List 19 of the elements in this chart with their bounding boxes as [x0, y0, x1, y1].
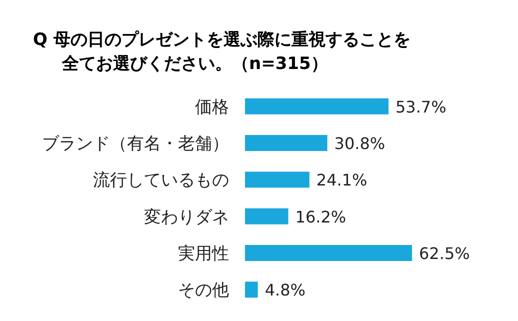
bar [245, 98, 388, 114]
data-label: 4.8% [264, 280, 306, 300]
data-label: 16.2% [295, 207, 346, 226]
data-label: 53.7% [395, 97, 446, 116]
bar [245, 208, 288, 224]
y-tick-label: 価格 [195, 97, 229, 118]
y-tick-label: 実用性 [178, 244, 229, 264]
y-tick-label: 変わりダネ [144, 207, 229, 228]
data-label: 24.1% [316, 170, 368, 190]
y-tick-label: 流行しているもの [93, 170, 229, 191]
data-label: 62.5% [419, 244, 470, 263]
bar [245, 282, 258, 298]
y-tick-label: ブランド（有名・老舗） [42, 134, 229, 154]
bar [245, 135, 328, 151]
bar [245, 245, 412, 261]
bar [245, 172, 310, 188]
chart-title: Q 母の日のプレゼントを選ぶ際に重視することを全てお選びください。（n=315） [33, 30, 410, 74]
data-label: 30.8% [334, 134, 386, 153]
y-tick-label: その他 [178, 280, 229, 301]
